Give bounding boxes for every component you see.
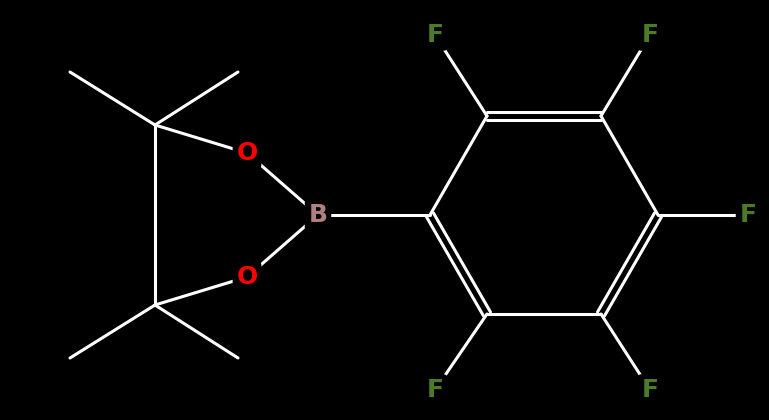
Text: F: F xyxy=(427,23,444,47)
Text: F: F xyxy=(641,23,658,47)
Text: F: F xyxy=(740,203,757,227)
Text: O: O xyxy=(236,265,258,289)
Text: B: B xyxy=(308,203,328,227)
Text: F: F xyxy=(641,378,658,402)
Text: F: F xyxy=(427,378,444,402)
Text: O: O xyxy=(236,141,258,165)
